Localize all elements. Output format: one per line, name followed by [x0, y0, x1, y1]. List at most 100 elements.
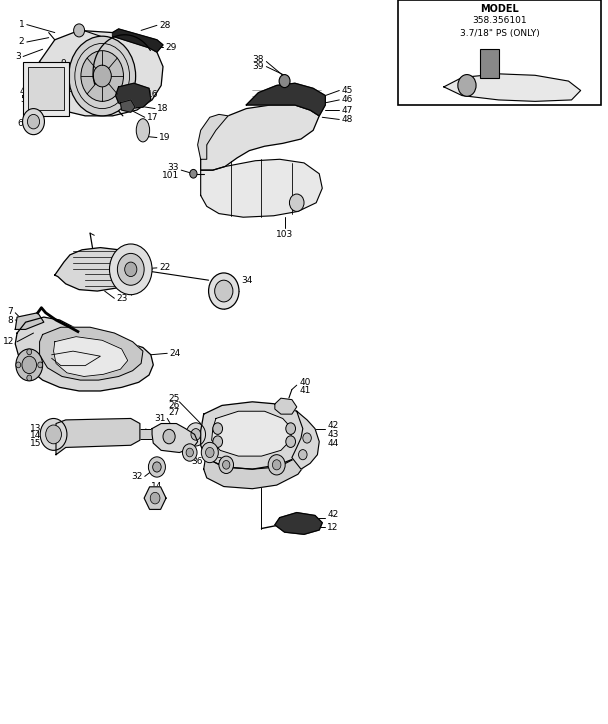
Polygon shape — [144, 487, 166, 510]
Circle shape — [213, 423, 223, 434]
Polygon shape — [246, 83, 325, 116]
Text: 34: 34 — [241, 276, 252, 285]
Text: 19: 19 — [159, 133, 171, 142]
Text: 23: 23 — [117, 294, 128, 303]
Text: 3.7/18" PS (ONLY): 3.7/18" PS (ONLY) — [460, 29, 540, 38]
Polygon shape — [292, 411, 319, 469]
Circle shape — [22, 109, 44, 135]
Text: 39: 39 — [252, 62, 264, 71]
Polygon shape — [275, 398, 297, 414]
Circle shape — [303, 433, 311, 443]
Circle shape — [153, 462, 161, 472]
Text: 41: 41 — [299, 387, 311, 395]
Circle shape — [209, 273, 239, 309]
Text: 38: 38 — [252, 55, 264, 64]
Text: 102: 102 — [441, 96, 457, 104]
Text: 22: 22 — [159, 264, 171, 272]
Circle shape — [219, 456, 233, 473]
Text: 40: 40 — [299, 378, 311, 387]
Text: 9: 9 — [60, 59, 66, 68]
Text: 15: 15 — [30, 439, 41, 447]
Circle shape — [22, 356, 36, 374]
Polygon shape — [201, 402, 309, 469]
Circle shape — [186, 448, 193, 457]
Polygon shape — [56, 418, 140, 455]
Text: 358.356101: 358.356101 — [472, 16, 527, 25]
Circle shape — [190, 169, 197, 178]
Polygon shape — [198, 114, 228, 159]
Text: 32: 32 — [131, 472, 142, 481]
Circle shape — [81, 51, 123, 101]
Text: 39: 39 — [556, 86, 567, 95]
Text: 2: 2 — [19, 38, 24, 46]
Polygon shape — [204, 447, 307, 489]
Circle shape — [182, 444, 197, 461]
Circle shape — [186, 423, 206, 446]
Text: 36: 36 — [192, 458, 203, 466]
Bar — [480, 49, 499, 78]
Text: 1: 1 — [19, 20, 24, 29]
Circle shape — [223, 460, 230, 469]
Text: 31: 31 — [154, 414, 165, 423]
Text: 13: 13 — [30, 424, 41, 433]
Circle shape — [279, 75, 290, 88]
Circle shape — [206, 447, 214, 458]
Text: 3: 3 — [15, 52, 21, 61]
Circle shape — [27, 114, 40, 129]
Circle shape — [286, 436, 295, 447]
Text: 25: 25 — [168, 394, 179, 403]
Text: 5: 5 — [20, 96, 26, 104]
Text: 44: 44 — [327, 439, 339, 447]
Polygon shape — [120, 100, 135, 112]
Circle shape — [191, 429, 201, 440]
Polygon shape — [275, 513, 322, 534]
Circle shape — [289, 194, 304, 211]
Polygon shape — [15, 313, 44, 329]
Polygon shape — [40, 327, 143, 380]
Text: 47: 47 — [342, 106, 353, 114]
Circle shape — [40, 418, 67, 450]
Circle shape — [215, 280, 233, 302]
Text: 42: 42 — [327, 421, 339, 430]
Polygon shape — [444, 74, 581, 101]
Circle shape — [163, 429, 175, 444]
Circle shape — [272, 460, 281, 470]
Polygon shape — [201, 159, 322, 217]
Bar — [28, 67, 64, 110]
Text: 12: 12 — [327, 523, 339, 531]
Text: 103: 103 — [276, 230, 293, 239]
Circle shape — [117, 253, 144, 285]
Circle shape — [27, 375, 32, 381]
Circle shape — [109, 244, 152, 295]
Ellipse shape — [136, 119, 150, 142]
Text: 48: 48 — [342, 115, 353, 124]
Text: 29: 29 — [165, 43, 177, 51]
Polygon shape — [212, 411, 292, 456]
Text: 10: 10 — [52, 67, 63, 75]
Circle shape — [46, 425, 61, 444]
Text: 16: 16 — [147, 90, 159, 98]
Text: 14: 14 — [30, 432, 41, 440]
Polygon shape — [55, 248, 135, 291]
Text: 45: 45 — [342, 86, 353, 95]
Circle shape — [74, 24, 85, 37]
Text: 6: 6 — [18, 119, 23, 127]
Text: 43: 43 — [327, 430, 339, 439]
Text: 24: 24 — [170, 349, 181, 358]
Circle shape — [93, 65, 111, 87]
Text: 7: 7 — [7, 307, 13, 316]
Polygon shape — [201, 105, 319, 170]
Text: 8: 8 — [7, 316, 13, 324]
Text: 27: 27 — [168, 408, 179, 417]
Bar — [56, 429, 196, 439]
Text: 46: 46 — [342, 96, 353, 104]
Circle shape — [286, 423, 295, 434]
Polygon shape — [152, 424, 198, 452]
Circle shape — [148, 457, 165, 477]
Text: 17: 17 — [147, 113, 159, 122]
Bar — [398, 0, 601, 105]
Circle shape — [150, 492, 160, 504]
Polygon shape — [15, 317, 153, 391]
Text: 14: 14 — [151, 482, 162, 491]
Circle shape — [16, 349, 43, 381]
